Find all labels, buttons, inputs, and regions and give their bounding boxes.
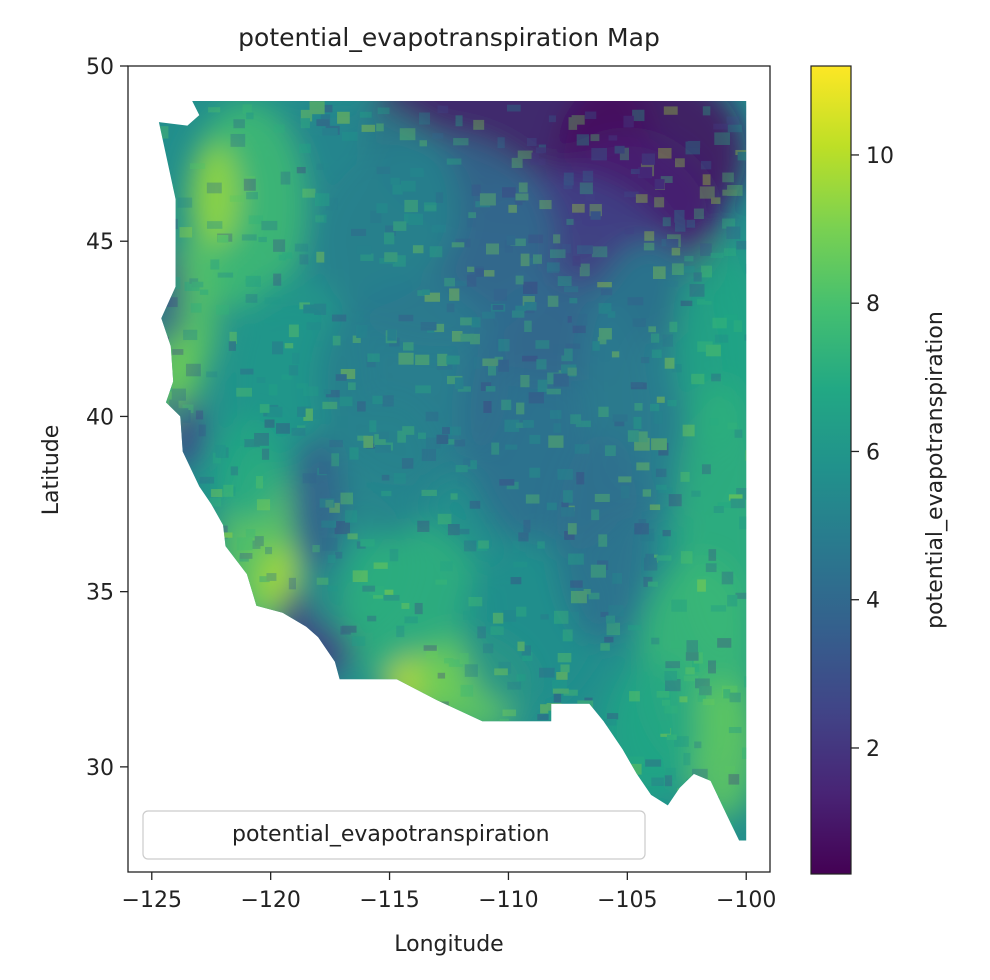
x-axis: −125 −120 −115 −110 −105 −100 — [122, 872, 776, 913]
chart-title: potential_evapotranspiration Map — [238, 23, 660, 52]
x-tick-label: −110 — [478, 888, 538, 913]
field-speckle — [158, 101, 747, 841]
y-tick-label: 45 — [86, 230, 114, 255]
y-axis-label: Latitude — [39, 425, 64, 516]
colorbar-label: potential_evapotranspiration — [923, 311, 948, 629]
y-axis: 30 35 40 45 50 — [86, 55, 128, 781]
colorbar-tick-label: 10 — [866, 144, 894, 169]
legend-box — [142, 810, 646, 860]
colorbar-ticks: 2 4 6 8 10 — [851, 144, 894, 762]
x-tick-label: −100 — [716, 888, 776, 913]
legend: potential_evapotranspiration — [142, 810, 646, 860]
y-tick-label: 35 — [86, 581, 114, 606]
colorbar-gradient — [810, 65, 852, 875]
plot-area: −125 −120 −115 −110 −105 −100 30 35 40 45 50 — [86, 55, 776, 913]
x-axis-label: Longitude — [394, 932, 503, 957]
y-tick-label: 50 — [86, 55, 114, 80]
x-tick-label: −120 — [240, 888, 300, 913]
plot-frame — [127, 65, 771, 873]
x-tick-label: −105 — [597, 888, 657, 913]
colorbar-tick-label: 8 — [866, 292, 880, 317]
legend-label: potential_evapotranspiration — [232, 822, 550, 847]
y-tick-label: 30 — [86, 756, 114, 781]
y-tick-label: 40 — [86, 405, 114, 430]
colorbar-tick-label: 2 — [866, 737, 880, 762]
colorbar-tick-label: 6 — [866, 440, 880, 465]
x-tick-label: −125 — [122, 888, 182, 913]
x-tick-label: −115 — [359, 888, 419, 913]
colorbar-tick-label: 4 — [866, 589, 880, 614]
colorbar: 2 4 6 8 10 potential_evapotranspiration — [810, 65, 948, 875]
